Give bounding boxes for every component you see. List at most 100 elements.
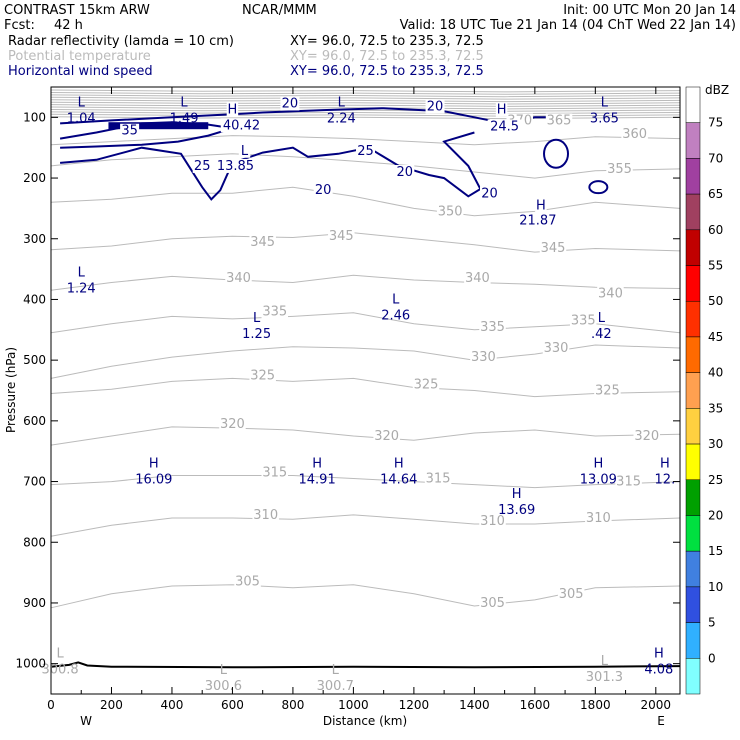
theta-label-bg: [539, 240, 567, 255]
colorbar-swatch: [685, 443, 701, 481]
theta-label: 310: [586, 511, 611, 526]
theta-contour-345: [50, 232, 681, 253]
wind-label-bg: [395, 165, 415, 180]
wind-label-bg: [238, 143, 251, 158]
theta-label-bg: [542, 341, 570, 356]
colorbar-swatch: [685, 229, 701, 266]
theta-label-bg: [545, 113, 573, 128]
theta-label-bg: [569, 313, 597, 328]
theta-contour-upper: [50, 89, 681, 93]
theta-label: 305: [235, 575, 260, 590]
wind-label-bg: [535, 198, 547, 213]
west-label: W: [80, 714, 92, 728]
extremum-value: 13.09: [580, 472, 617, 487]
theta-label: 335: [480, 320, 505, 335]
theta-label: 305: [559, 587, 584, 602]
wind-label-bg: [280, 96, 300, 111]
theta-label-bg: [615, 474, 642, 489]
colorbar-swatch: [685, 408, 701, 445]
extremum-mark: L: [601, 95, 609, 110]
theta-label-bg: [249, 234, 276, 249]
wind-label-bg: [517, 213, 559, 228]
theta-contour-340: [50, 274, 681, 291]
extremum-mark: H: [660, 456, 670, 471]
colorbar-level-label: 25: [708, 473, 723, 487]
y-tick-label: 1000: [15, 657, 46, 671]
theta-contour-305: [50, 584, 681, 609]
colorbar-swatch: [685, 158, 701, 195]
colorbar-level-label: 40: [708, 366, 723, 380]
wind-label: H: [536, 198, 546, 213]
theta-contour-355: [50, 153, 681, 179]
y-tick-label: 700: [23, 475, 46, 489]
wind-contours: [50, 107, 681, 669]
theta-label: 320: [634, 429, 659, 444]
colorbar-level-label: 20: [708, 508, 723, 522]
x-tick-label: 600: [221, 698, 244, 712]
extremum-value: 14.91: [299, 472, 336, 487]
extremum-value: 1.49: [170, 111, 199, 126]
colorbar-level-label: 30: [708, 437, 723, 451]
theta-label-bg: [606, 161, 633, 176]
colorbar-level-label: 60: [708, 223, 723, 237]
y-tick-label: 900: [23, 596, 46, 610]
extremum-mark: H: [593, 456, 603, 471]
theta-label: 330: [544, 341, 569, 356]
wind-label: 20: [427, 99, 444, 114]
east-label: E: [657, 714, 665, 728]
theta-extremum-mark: L: [601, 654, 609, 669]
model-title: CONTRAST 15km ARW: [4, 3, 150, 18]
theta-label: 315: [262, 465, 287, 480]
theta-label-bg: [412, 377, 440, 392]
field-xy-wind: XY= 96.0, 72.5 to 235.3, 72.5: [290, 64, 484, 79]
theta-extremum-value: 300.8: [41, 662, 78, 677]
theta-label: 350: [438, 204, 463, 219]
contour-labels: 3703653603553503453453453403403403353353…: [41, 95, 675, 694]
wind-contour-cell: [588, 180, 609, 195]
colorbar-level-label: 35: [708, 401, 723, 415]
colorbar-swatch: [685, 515, 701, 552]
theta-label-bg: [424, 471, 452, 486]
theta-contour-320: [50, 426, 681, 446]
x-tick-label: 1200: [399, 698, 430, 712]
theta-contour-upper: [50, 109, 681, 112]
theta-extremum-value: 301.3: [586, 670, 623, 685]
colorbar-level-label: 55: [708, 259, 723, 273]
colorbar-swatch: [685, 622, 701, 659]
field-name-reflectivity: Radar reflectivity (lamda = 10 cm): [8, 34, 234, 49]
wind-label: 20: [315, 183, 332, 198]
theta-label: 340: [226, 271, 251, 286]
theta-contour-upper: [50, 113, 681, 117]
theta-label: 315: [616, 475, 641, 490]
colorbar-swatch: [685, 122, 701, 159]
wind-label-bg: [220, 118, 263, 133]
wind-label: L: [241, 144, 249, 159]
fcst-value: 42 h: [54, 18, 83, 33]
theta-contour-upper: [50, 104, 681, 107]
theta-extremum-value: 300.7: [317, 679, 354, 694]
theta-contour-upper: [50, 94, 681, 98]
extremum-value: 4.08: [644, 662, 673, 677]
extremum-mark: H: [312, 456, 322, 471]
colorbar-swatch: [685, 300, 701, 338]
extremum-mark: L: [78, 95, 86, 110]
y-tick-label: 600: [23, 414, 46, 428]
colorbar-level-label: 75: [708, 116, 723, 130]
extremum-value: 12.: [655, 472, 676, 487]
theta-label-bg: [234, 574, 261, 589]
y-axis-label: Pressure (hPa): [4, 347, 18, 433]
wind-label-bg: [356, 143, 375, 158]
x-tick-label: 200: [100, 698, 123, 712]
y-tick-label: 300: [23, 232, 46, 246]
colorbar-level-label: 15: [708, 544, 723, 558]
theta-label: 335: [571, 314, 596, 329]
colorbar-level-label: 65: [708, 187, 723, 201]
theta-label-bg: [261, 304, 289, 319]
theta-contour-upper: [50, 99, 681, 103]
theta-label: 365: [547, 113, 572, 128]
theta-contour-330: [50, 344, 681, 379]
wind-label: H: [497, 102, 507, 117]
theta-label-bg: [261, 465, 289, 480]
